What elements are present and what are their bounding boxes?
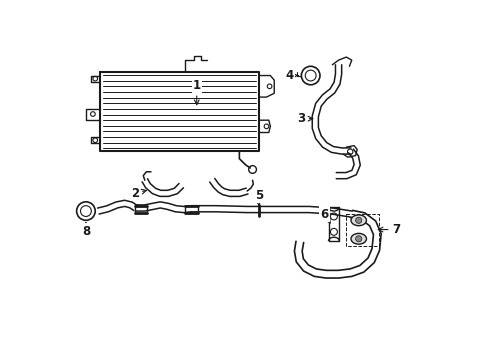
Text: 8: 8 (81, 223, 90, 238)
Ellipse shape (350, 215, 366, 226)
Text: 6: 6 (320, 208, 329, 223)
Text: 7: 7 (378, 223, 399, 236)
Text: 3: 3 (297, 112, 312, 125)
Circle shape (355, 236, 361, 242)
Text: 2: 2 (130, 187, 146, 200)
Text: 1: 1 (192, 79, 201, 105)
Text: 4: 4 (285, 69, 297, 82)
Circle shape (355, 217, 361, 223)
Ellipse shape (350, 233, 366, 244)
Text: 5: 5 (254, 189, 263, 206)
